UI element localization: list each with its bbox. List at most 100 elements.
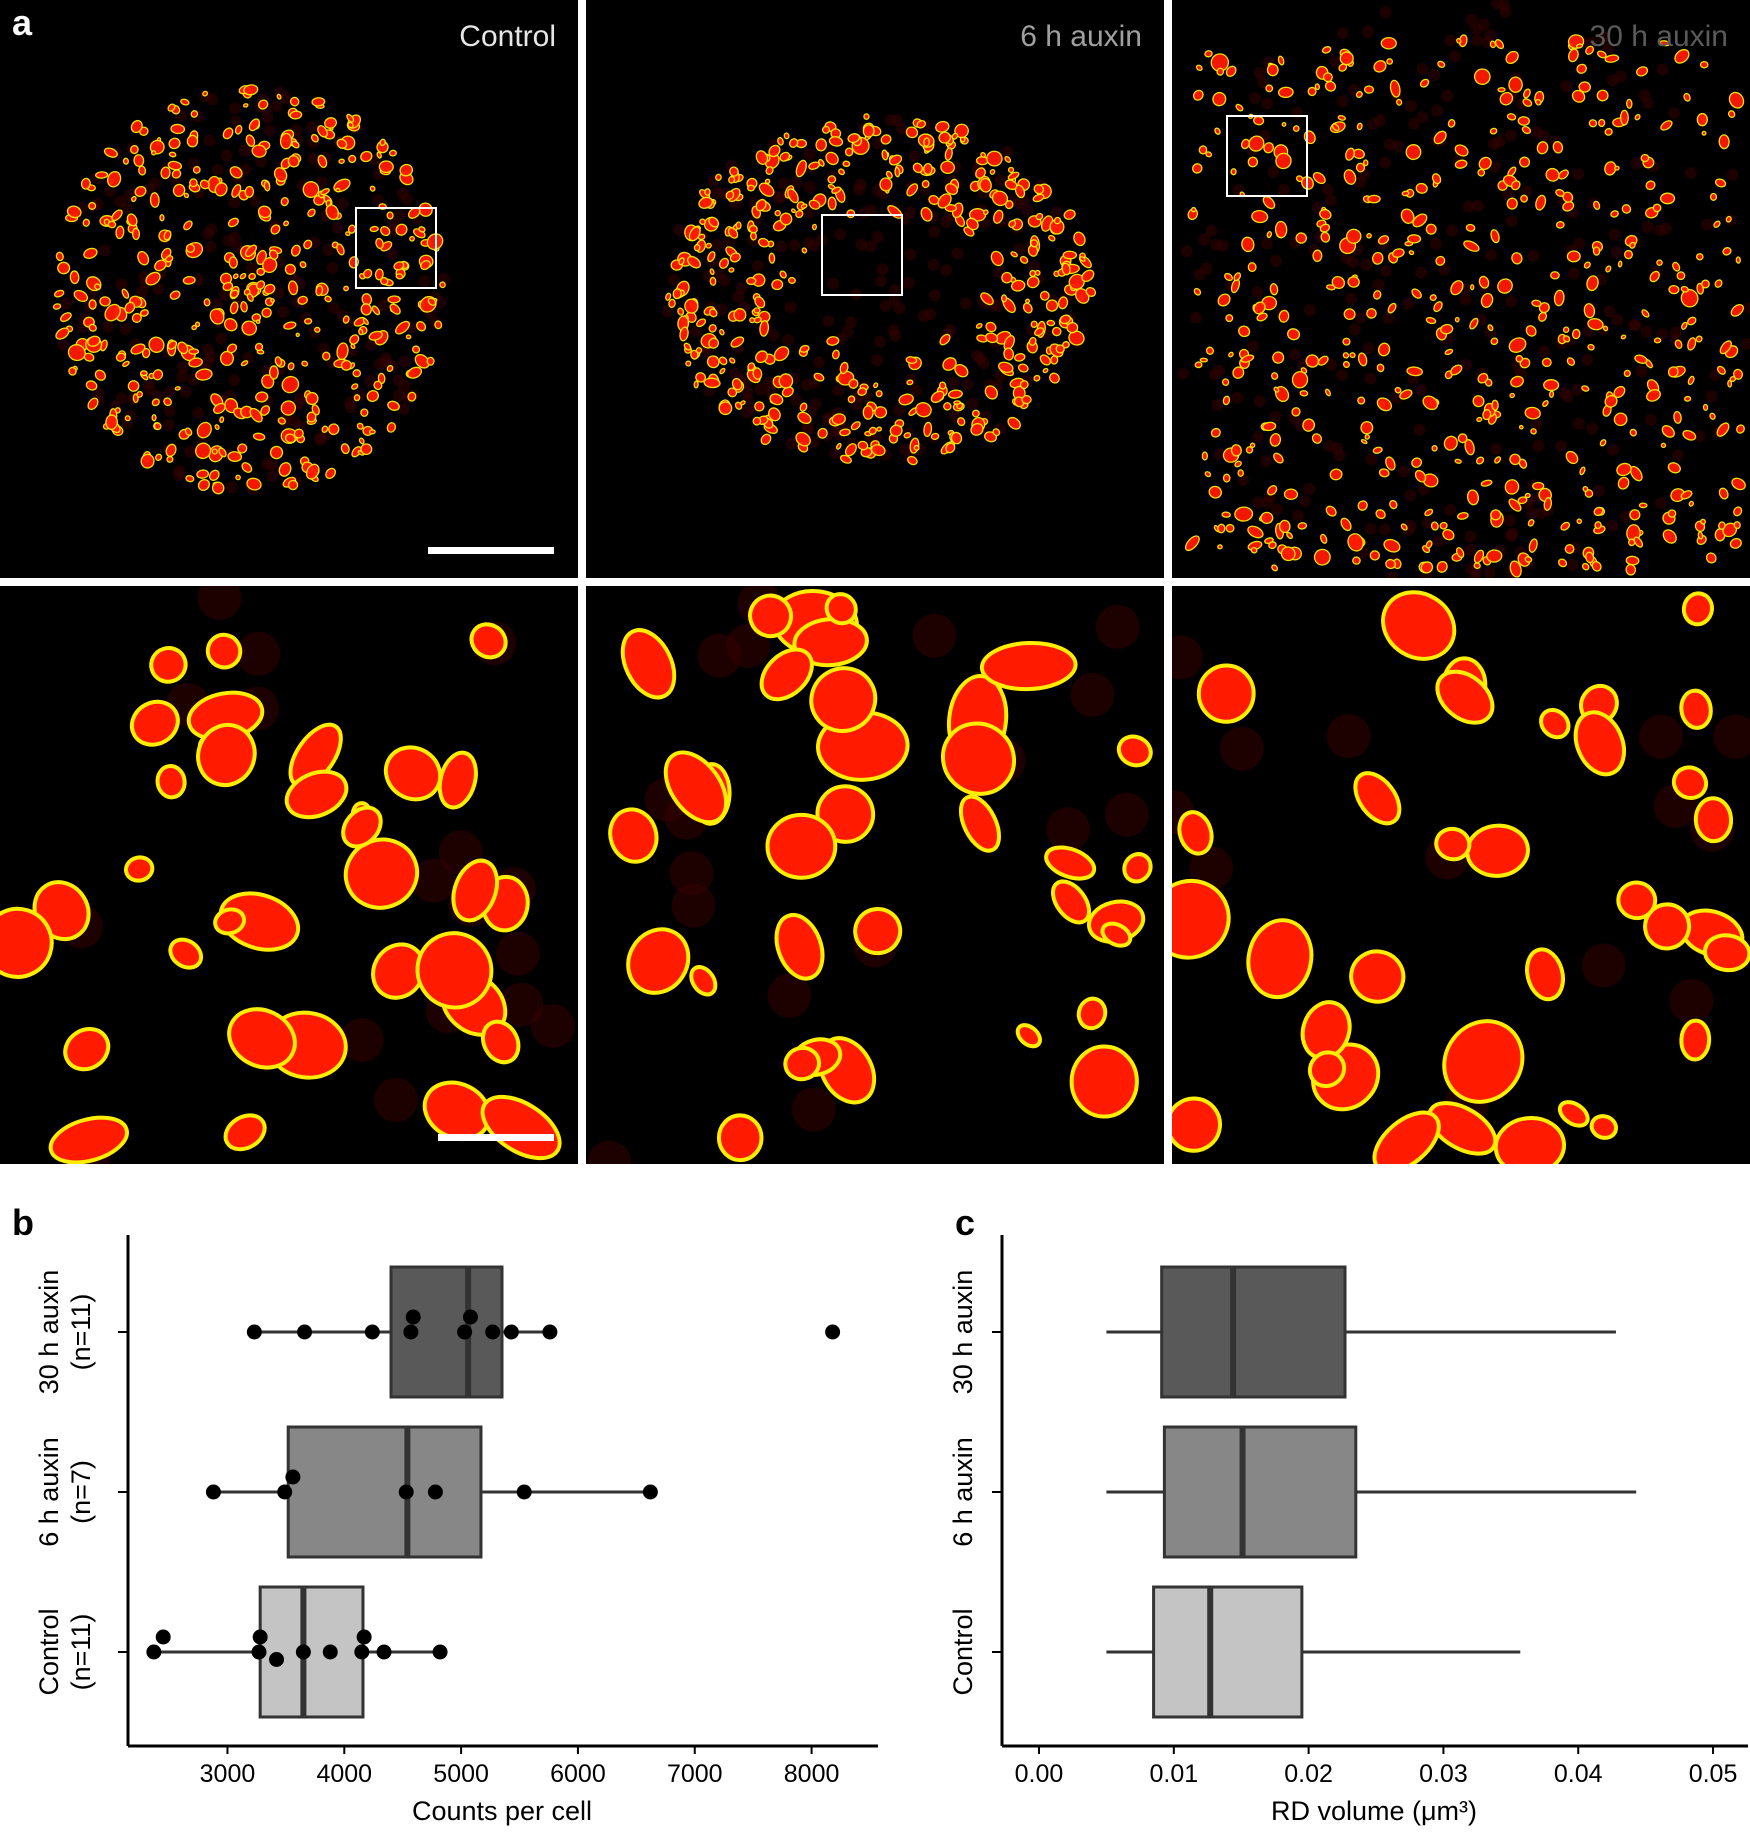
detected-spot <box>1172 878 1231 960</box>
detected-spot <box>771 279 784 291</box>
detected-spot <box>63 1027 111 1072</box>
detected-spot <box>414 353 430 369</box>
detected-spot <box>151 398 160 407</box>
detected-spot <box>1489 40 1497 49</box>
background-signal <box>1379 265 1392 278</box>
detected-spot <box>228 256 238 269</box>
detected-spot <box>1562 191 1574 203</box>
micrograph-6h-auxin-zoom <box>586 586 1164 1164</box>
background-signal <box>1172 635 1203 680</box>
detected-spot <box>115 352 127 362</box>
detected-spot <box>1552 141 1564 154</box>
background-signal <box>1261 496 1274 509</box>
detected-spot <box>317 125 328 138</box>
detected-spot <box>693 380 699 389</box>
detected-spot <box>758 182 775 197</box>
category-sample-size: (n=7) <box>66 1460 96 1524</box>
detected-spot <box>1238 325 1251 338</box>
detected-spot <box>195 368 213 381</box>
detected-spot <box>387 295 401 304</box>
detected-spot <box>728 267 735 273</box>
detected-spot <box>1435 255 1446 266</box>
detected-spot <box>131 195 137 203</box>
x-tick-label: 3000 <box>200 1760 256 1788</box>
background-signal <box>1490 0 1503 10</box>
background-signal <box>1630 157 1643 170</box>
detected-spot <box>938 381 947 390</box>
background-signal <box>1402 297 1415 310</box>
detected-spot <box>1541 357 1552 368</box>
detected-spot <box>1033 184 1045 195</box>
detected-spot <box>1602 325 1609 332</box>
background-signal <box>115 278 128 291</box>
detected-spot <box>416 321 427 332</box>
detected-spot <box>351 383 359 390</box>
detected-spot <box>930 390 945 404</box>
detected-spot <box>256 280 266 290</box>
detected-spot <box>1347 276 1360 288</box>
detected-spot <box>1061 262 1071 276</box>
detected-spot <box>915 402 932 418</box>
detected-spot <box>94 369 106 381</box>
background-signal <box>841 325 854 338</box>
detected-spot <box>1599 439 1607 447</box>
detected-spot <box>1454 144 1469 157</box>
detected-spot <box>1225 65 1237 77</box>
detected-spot <box>788 276 796 284</box>
detected-spot <box>1196 663 1256 724</box>
detected-spot <box>1510 180 1521 191</box>
detected-spot <box>1177 810 1214 856</box>
data-point <box>432 1644 448 1660</box>
detected-spot <box>1596 50 1607 59</box>
scale-bar <box>438 1134 554 1141</box>
background-signal <box>671 883 716 928</box>
detected-spot <box>223 318 238 332</box>
background-signal <box>1361 25 1374 38</box>
detected-spot <box>1733 506 1743 517</box>
detected-spot <box>706 355 720 369</box>
detected-spot <box>1722 247 1732 256</box>
detected-spot <box>788 138 799 148</box>
background-signal <box>183 445 196 458</box>
detected-spot <box>754 296 766 309</box>
data-point <box>503 1324 519 1340</box>
x-tick-label: 6000 <box>550 1760 606 1788</box>
data-point <box>297 1324 313 1340</box>
category-label: 6 h auxin <box>948 1437 978 1547</box>
background-signal <box>1572 168 1585 181</box>
detected-spot <box>800 203 808 209</box>
detected-spot <box>1475 456 1485 465</box>
detected-spot <box>734 401 743 410</box>
background-signal <box>1503 514 1516 527</box>
background-signal <box>306 120 319 133</box>
background-signal <box>1213 447 1226 460</box>
background-signal <box>1397 465 1410 478</box>
detected-spot <box>1555 188 1565 197</box>
detected-spot <box>386 364 394 373</box>
detected-spot <box>1347 533 1364 552</box>
data-point <box>155 1629 171 1645</box>
detected-spot <box>1378 468 1390 478</box>
background-signal <box>1641 97 1654 110</box>
detected-spot <box>755 198 767 212</box>
detected-spot <box>305 463 320 480</box>
data-point <box>376 1644 392 1660</box>
detected-spot <box>194 321 201 328</box>
background-signal <box>711 186 724 199</box>
detected-spot <box>985 332 999 344</box>
detected-spot <box>699 218 706 225</box>
background-signal <box>1726 168 1739 181</box>
detected-spot <box>704 188 711 196</box>
detected-spot <box>1048 234 1056 242</box>
detected-spot <box>122 360 130 368</box>
detected-spot <box>754 401 765 412</box>
category-label: 6 h auxin <box>34 1437 64 1547</box>
detected-spot <box>1550 271 1560 280</box>
detected-spot <box>844 443 857 457</box>
detected-spot <box>1274 220 1288 239</box>
detected-spot <box>1232 366 1245 379</box>
detected-spot <box>850 421 861 431</box>
background-signal <box>1602 42 1615 55</box>
detected-spot <box>263 283 276 295</box>
detected-spot <box>1014 353 1026 362</box>
